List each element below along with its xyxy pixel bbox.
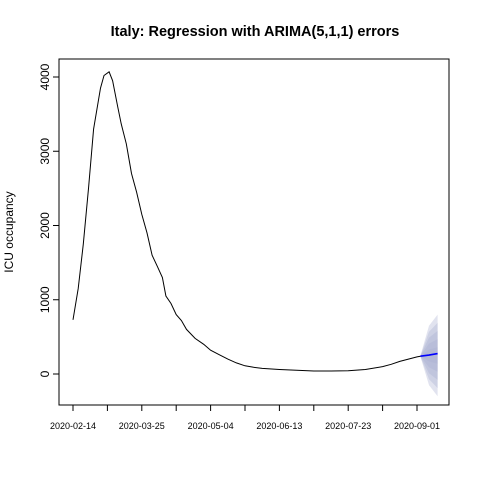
forecast-line [420, 352, 438, 357]
x-tick-label: 2020-05-04 [188, 421, 234, 431]
y-axis-label: ICU occupancy [2, 191, 16, 272]
y-tick-label: 3000 [38, 138, 52, 165]
x-tick-label: 2020-06-13 [256, 421, 302, 431]
plot-frame [58, 58, 450, 406]
x-tick-label: 2020-03-25 [119, 421, 165, 431]
chart-title: Italy: Regression with ARIMA(5,1,1) erro… [111, 24, 400, 40]
y-tick-label: 2000 [38, 212, 52, 239]
y-tick-label: 4000 [38, 63, 52, 90]
y-tick-label: 1000 [38, 286, 52, 313]
x-tick-label: 2020-02-14 [50, 421, 96, 431]
observed-line [72, 71, 421, 372]
y-tick-label: 0 [38, 370, 52, 377]
x-tick-label: 2020-09-01 [394, 421, 440, 431]
plot-area: 0 1000 2000 3000 4000 2020-02-14 2020-03-25 202… [38, 58, 450, 431]
x-tick-label: 2020-07-23 [325, 421, 371, 431]
